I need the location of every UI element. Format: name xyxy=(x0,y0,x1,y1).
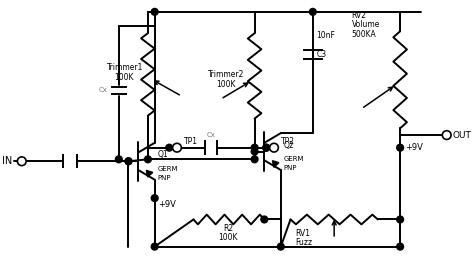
Text: 100K: 100K xyxy=(114,73,133,82)
Text: 100K: 100K xyxy=(219,233,238,242)
Circle shape xyxy=(442,131,451,139)
Circle shape xyxy=(151,8,158,15)
Text: Volume: Volume xyxy=(352,20,380,29)
Text: Cx: Cx xyxy=(98,87,107,93)
Text: Q1: Q1 xyxy=(157,150,168,159)
Text: 10nF: 10nF xyxy=(317,31,336,40)
Circle shape xyxy=(251,156,258,163)
Circle shape xyxy=(263,144,270,151)
Text: PNP: PNP xyxy=(284,165,297,171)
Text: +9V: +9V xyxy=(159,200,176,209)
Circle shape xyxy=(270,143,278,152)
Text: R2: R2 xyxy=(223,224,234,233)
Circle shape xyxy=(251,148,258,155)
Text: 100K: 100K xyxy=(216,79,235,89)
Circle shape xyxy=(151,195,158,201)
Circle shape xyxy=(145,156,151,163)
Circle shape xyxy=(397,216,403,223)
Text: Trimmer1: Trimmer1 xyxy=(107,63,144,72)
Circle shape xyxy=(397,243,403,250)
Polygon shape xyxy=(146,170,153,177)
Text: GERM: GERM xyxy=(157,166,178,172)
Text: 500KA: 500KA xyxy=(352,30,376,39)
Circle shape xyxy=(263,144,270,151)
Text: GERM: GERM xyxy=(284,156,304,162)
Text: RV1: RV1 xyxy=(295,229,310,238)
Circle shape xyxy=(251,144,258,151)
Circle shape xyxy=(166,144,173,151)
Circle shape xyxy=(151,243,158,250)
Text: C3: C3 xyxy=(317,50,327,59)
Text: +9V: +9V xyxy=(405,143,423,152)
Circle shape xyxy=(310,8,316,15)
Text: IN: IN xyxy=(2,156,12,166)
Text: Trimmer2: Trimmer2 xyxy=(208,70,245,79)
Circle shape xyxy=(261,216,268,223)
Text: Cx: Cx xyxy=(207,132,215,138)
Text: RV2: RV2 xyxy=(352,11,366,20)
Text: Q2: Q2 xyxy=(284,141,294,150)
Text: TP1: TP1 xyxy=(184,137,198,146)
Circle shape xyxy=(173,143,182,152)
Circle shape xyxy=(125,158,132,165)
Polygon shape xyxy=(273,161,279,167)
Circle shape xyxy=(397,144,403,151)
Circle shape xyxy=(125,158,132,165)
Circle shape xyxy=(277,243,284,250)
Circle shape xyxy=(18,157,26,165)
Text: PNP: PNP xyxy=(157,175,171,181)
Circle shape xyxy=(115,156,122,163)
Text: TP2: TP2 xyxy=(281,137,295,146)
Text: Fuzz: Fuzz xyxy=(295,238,312,247)
Text: OUT: OUT xyxy=(453,130,472,139)
